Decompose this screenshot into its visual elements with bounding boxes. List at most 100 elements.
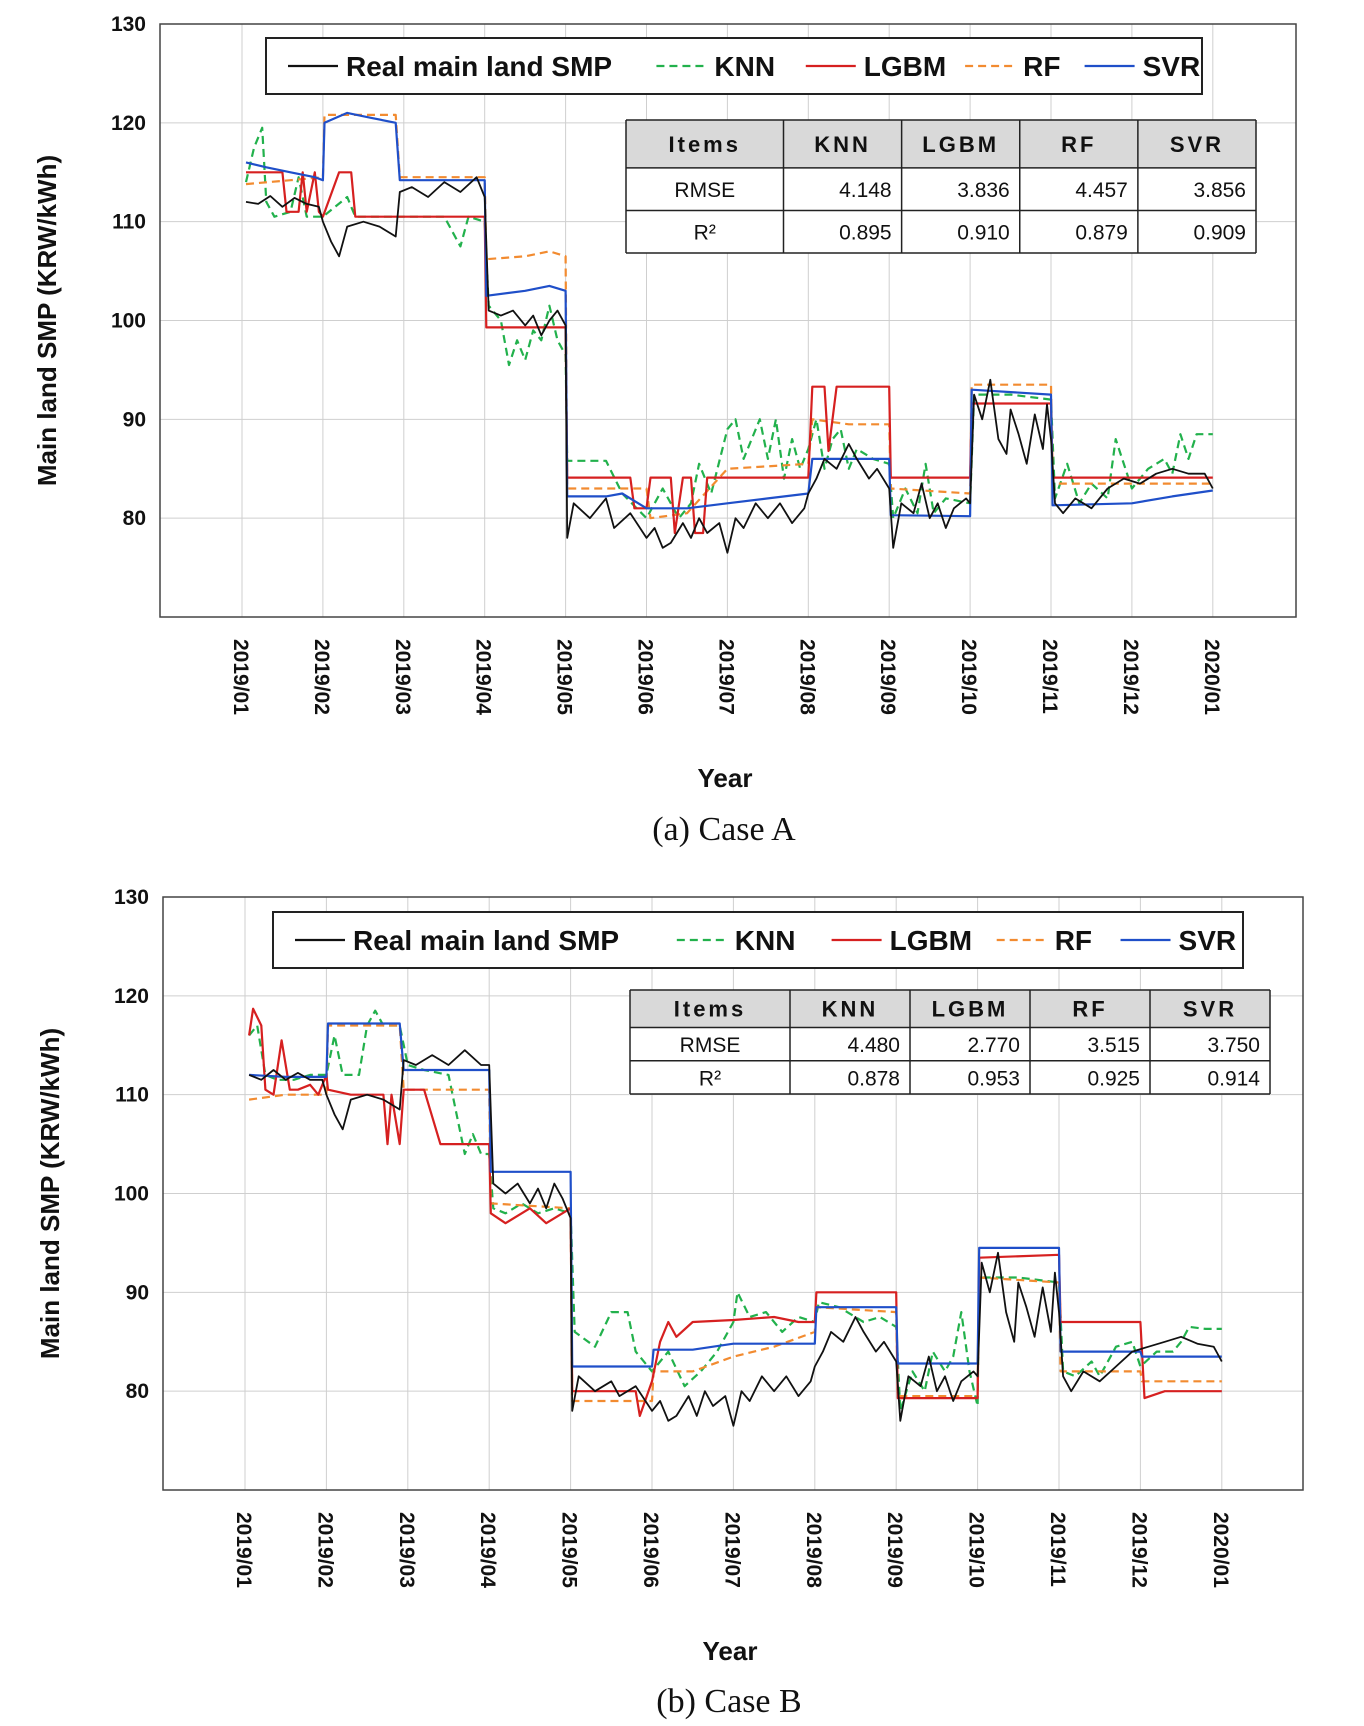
x-tick-label: 2019/01 bbox=[229, 639, 252, 715]
table-header-cell: SVR bbox=[1170, 132, 1224, 157]
table-value-cell: 0.910 bbox=[957, 222, 1010, 245]
x-tick-label: 2020/01 bbox=[1209, 1512, 1232, 1588]
y-tick-label: 80 bbox=[123, 507, 146, 530]
table-header-cell: LGBM bbox=[932, 997, 1009, 1022]
x-tick-label: 2019/01 bbox=[232, 1512, 255, 1588]
y-tick-label: 100 bbox=[114, 1183, 149, 1206]
table-header-cell: RF bbox=[1072, 997, 1107, 1022]
table-value-cell: 3.750 bbox=[1207, 1034, 1260, 1057]
y-axis-label-b: Main land SMP (KRW/kWh) bbox=[35, 1028, 65, 1359]
table-value-cell: 0.878 bbox=[847, 1067, 900, 1090]
caption-b: (b) Case B bbox=[656, 1683, 801, 1720]
legend-b: Real main land SMP KNN LGBM RF SVR bbox=[272, 911, 1244, 969]
x-tick-label: 2019/05 bbox=[553, 639, 576, 715]
series-line-real bbox=[248, 1049, 1223, 1427]
legend-label-real: Real main land SMP bbox=[346, 51, 612, 82]
table-row-label: R² bbox=[694, 222, 716, 245]
x-tick-label: 2019/10 bbox=[957, 639, 980, 715]
table-header-cell: KNN bbox=[822, 997, 879, 1022]
x-tick-label: 2019/11 bbox=[1046, 1512, 1069, 1587]
y-tick-label: 120 bbox=[111, 112, 146, 135]
x-ticks-a: 2019/01 2019/02 2019/03 2019/04 2019/05 2019/… bbox=[229, 639, 1223, 715]
series-group-a bbox=[244, 111, 1214, 554]
x-axis-label-a: Year bbox=[698, 763, 753, 793]
x-tick-label: 2019/02 bbox=[313, 1512, 336, 1588]
caption-a: (a) Case A bbox=[652, 811, 796, 848]
legend-label-rf: RF bbox=[1055, 925, 1092, 956]
x-axis-label-b: Year bbox=[703, 1636, 758, 1666]
metrics-table-a: Items KNN LGBM RF SVR RMSE 4.148 3.836 4.457 3.85… bbox=[625, 119, 1257, 254]
y-tick-label: 90 bbox=[126, 1281, 149, 1304]
x-tick-label: 2019/03 bbox=[395, 1512, 418, 1588]
series-line-svr bbox=[249, 1022, 1222, 1368]
series-line-svr bbox=[245, 111, 1213, 518]
table-value-cell: 2.770 bbox=[967, 1034, 1020, 1057]
x-tick-label: 2019/02 bbox=[310, 639, 333, 715]
table-header-cell: KNN bbox=[814, 132, 871, 157]
table-row-label: R² bbox=[699, 1067, 721, 1090]
x-tick-label: 2019/08 bbox=[802, 1512, 825, 1588]
legend-label-lgbm: LGBM bbox=[864, 51, 946, 82]
table-value-cell: 0.895 bbox=[839, 222, 892, 245]
x-tick-label: 2019/03 bbox=[391, 639, 414, 715]
table-header-cell: Items bbox=[669, 132, 741, 157]
legend-label-svr: SVR bbox=[1179, 925, 1237, 956]
y-tick-label: 130 bbox=[111, 13, 146, 36]
table-header-cell: RF bbox=[1061, 132, 1096, 157]
table-header-bg bbox=[630, 990, 1270, 1028]
legend-box bbox=[265, 37, 1203, 95]
table-row-label: RMSE bbox=[674, 179, 735, 202]
table-value-cell: 3.515 bbox=[1087, 1034, 1140, 1057]
series-line-knn bbox=[244, 126, 1213, 520]
y-tick-label: 110 bbox=[115, 1084, 149, 1107]
x-tick-label: 2019/06 bbox=[634, 639, 657, 715]
y-tick-label: 100 bbox=[111, 310, 146, 333]
table-value-cell: 0.909 bbox=[1193, 222, 1246, 245]
y-ticks-b: 80 90 100 110 120 130 bbox=[114, 886, 149, 1403]
table-value-cell: 0.925 bbox=[1087, 1067, 1140, 1090]
table-value-cell: 4.480 bbox=[847, 1034, 900, 1057]
plot-area-a bbox=[159, 23, 1297, 618]
y-axis-label-a: Main land SMP (KRW/kWh) bbox=[32, 155, 62, 486]
table-value-cell: 3.856 bbox=[1193, 179, 1246, 202]
legend-label-knn: KNN bbox=[735, 925, 796, 956]
series-group-b bbox=[248, 1007, 1223, 1427]
plot-area-b bbox=[162, 896, 1304, 1491]
x-ticks-b: 2019/01 2019/02 2019/03 2019/04 2019/05 2019/… bbox=[232, 1512, 1232, 1588]
x-tick-label: 2019/09 bbox=[883, 1512, 906, 1588]
x-tick-label: 2019/08 bbox=[795, 639, 818, 715]
legend-label-svr: SVR bbox=[1143, 51, 1201, 82]
x-tick-label: 2020/01 bbox=[1200, 639, 1223, 715]
x-tick-label: 2019/05 bbox=[558, 1512, 581, 1588]
legend-box bbox=[272, 911, 1244, 969]
x-tick-label: 2019/12 bbox=[1119, 639, 1142, 715]
legend-label-rf: RF bbox=[1023, 51, 1060, 82]
table-value-cell: 4.148 bbox=[839, 179, 892, 202]
legend-label-knn: KNN bbox=[714, 51, 775, 82]
table-value-cell: 0.953 bbox=[967, 1067, 1020, 1090]
y-tick-label: 110 bbox=[112, 211, 146, 234]
x-tick-label: 2019/10 bbox=[965, 1512, 988, 1588]
legend-label-lgbm: LGBM bbox=[890, 925, 972, 956]
y-tick-label: 120 bbox=[114, 985, 149, 1008]
table-row-label: RMSE bbox=[680, 1034, 741, 1057]
table-header-cell: SVR bbox=[1183, 997, 1237, 1022]
x-tick-label: 2019/11 bbox=[1038, 639, 1061, 714]
x-tick-label: 2019/07 bbox=[714, 639, 737, 715]
table-header-bg bbox=[626, 120, 1256, 168]
x-tick-label: 2019/04 bbox=[472, 639, 495, 715]
series-line-lgbm bbox=[246, 171, 1213, 535]
y-tick-label: 90 bbox=[123, 408, 146, 431]
x-tick-label: 2019/04 bbox=[476, 1512, 499, 1588]
table-value-cell: 3.836 bbox=[957, 179, 1010, 202]
table-value-cell: 4.457 bbox=[1075, 179, 1128, 202]
x-tick-label: 2019/06 bbox=[639, 1512, 662, 1588]
table-header-cell: Items bbox=[674, 997, 746, 1022]
table-value-cell: 0.914 bbox=[1207, 1067, 1260, 1090]
legend-label-real: Real main land SMP bbox=[353, 925, 619, 956]
legend-a: Real main land SMP KNN LGBM RF SVR bbox=[265, 37, 1203, 95]
x-tick-label: 2019/07 bbox=[720, 1512, 743, 1588]
series-line-real bbox=[245, 176, 1214, 554]
